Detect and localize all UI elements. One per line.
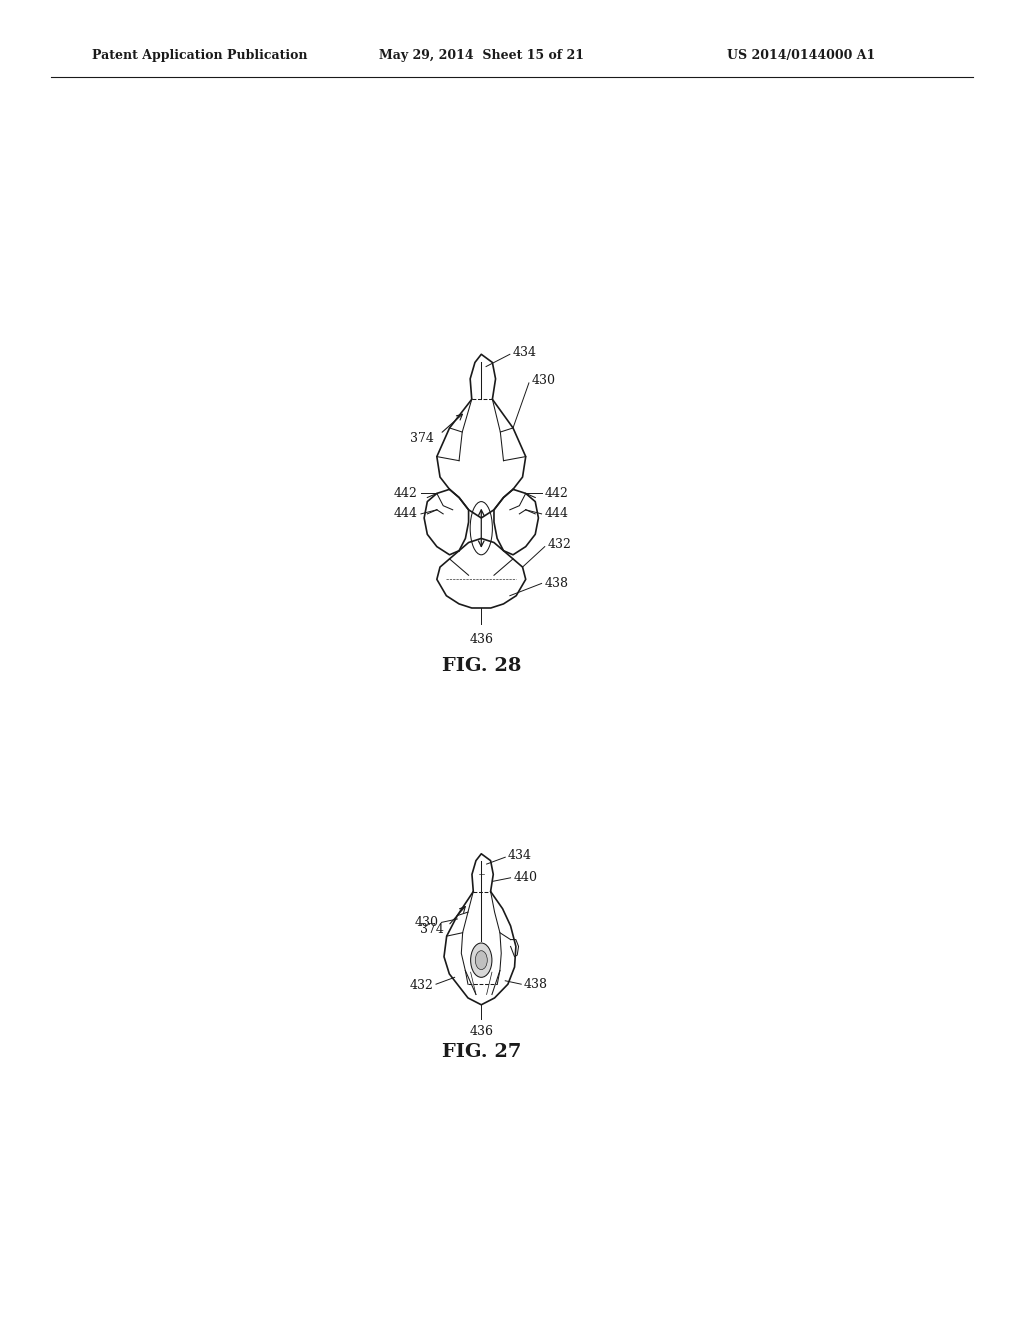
- Text: 438: 438: [524, 978, 548, 991]
- Text: 374: 374: [410, 432, 434, 445]
- Text: 432: 432: [548, 539, 571, 550]
- Ellipse shape: [471, 942, 492, 977]
- Text: 434: 434: [508, 849, 531, 862]
- Ellipse shape: [475, 950, 487, 970]
- Text: 442: 442: [394, 487, 418, 500]
- Text: 444: 444: [394, 507, 418, 520]
- Text: FIG. 28: FIG. 28: [441, 657, 521, 675]
- Text: 436: 436: [469, 1026, 494, 1039]
- Text: 444: 444: [545, 507, 568, 520]
- Ellipse shape: [470, 502, 493, 554]
- Text: 430: 430: [415, 916, 438, 929]
- Text: 440: 440: [513, 871, 538, 884]
- Text: 436: 436: [469, 632, 494, 645]
- Text: US 2014/0144000 A1: US 2014/0144000 A1: [727, 49, 876, 62]
- Text: May 29, 2014  Sheet 15 of 21: May 29, 2014 Sheet 15 of 21: [379, 49, 584, 62]
- Text: 442: 442: [545, 487, 568, 500]
- Text: FIG. 27: FIG. 27: [441, 1043, 521, 1060]
- Text: 430: 430: [532, 375, 556, 387]
- Text: 432: 432: [410, 979, 433, 993]
- Text: 434: 434: [513, 346, 537, 359]
- Text: Patent Application Publication: Patent Application Publication: [92, 49, 307, 62]
- Text: 374: 374: [420, 923, 444, 936]
- Text: 438: 438: [545, 577, 568, 590]
